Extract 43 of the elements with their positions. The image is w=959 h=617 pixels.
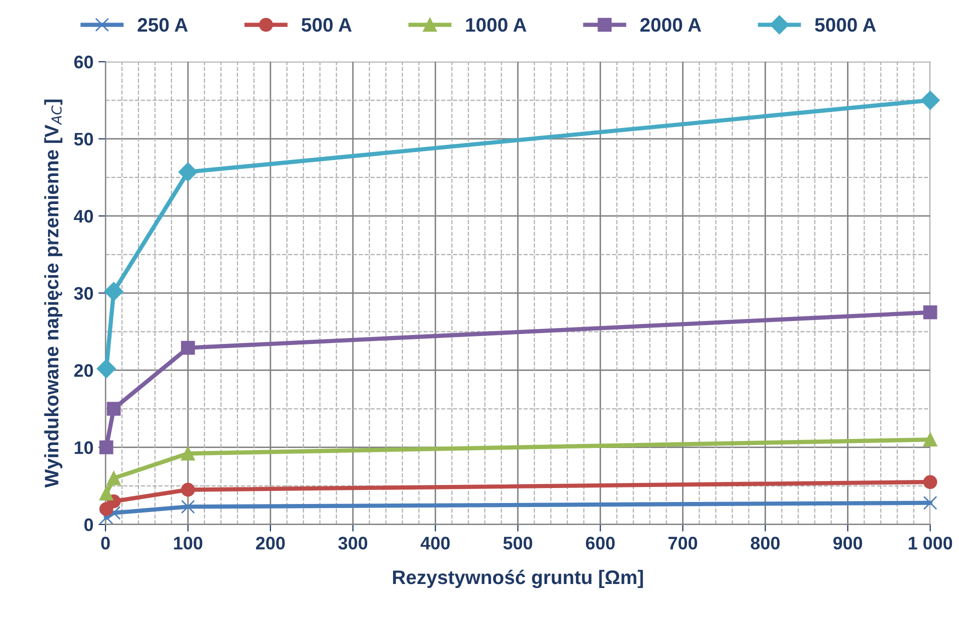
point — [181, 500, 195, 514]
legend-label: 500 A — [302, 18, 352, 32]
y-tick-label: 60 — [74, 56, 93, 68]
point — [99, 510, 114, 524]
point — [106, 471, 121, 486]
x-axis-title: Rezystywność gruntu [Ωm] — [393, 570, 643, 588]
point — [106, 402, 121, 416]
y-tick-label: 20 — [74, 364, 93, 377]
x-tick-label: 500 — [503, 536, 532, 550]
x-tick-label: 400 — [420, 536, 450, 550]
x-tick-label: 700 — [668, 536, 698, 550]
point — [181, 482, 195, 497]
x-tick-label: 900 — [833, 536, 862, 550]
y-tick-label: 30 — [74, 287, 93, 300]
x-tick-label: 800 — [750, 536, 780, 550]
x-tick-label: 1 000 — [908, 536, 952, 550]
point — [99, 486, 114, 501]
point — [923, 496, 938, 510]
y-tick-label: 40 — [74, 210, 93, 223]
legend-label: 250 A — [138, 18, 188, 32]
x-tick-label: 200 — [256, 536, 285, 550]
y-axis-title: Wyindukowane napięcie przemienne [V$_{AC}$] — [44, 100, 62, 488]
point — [923, 305, 938, 320]
point — [920, 90, 940, 110]
x-tick-label: 300 — [338, 536, 368, 550]
point — [99, 440, 114, 454]
point — [923, 432, 938, 447]
point — [181, 340, 195, 355]
legend-label: 2000 A — [640, 18, 702, 32]
point — [106, 506, 121, 520]
point — [178, 162, 198, 182]
point — [181, 446, 195, 460]
x-tick-label: 600 — [586, 536, 615, 550]
y-tick-label: 0 — [84, 518, 93, 532]
point — [96, 359, 116, 378]
point — [104, 282, 124, 302]
legend-label: 1000 A — [466, 18, 526, 32]
x-tick-label: 100 — [174, 536, 202, 550]
y-tick-label: 50 — [74, 132, 93, 146]
y-tick-label: 10 — [74, 441, 93, 454]
legend-label: 5000 A — [815, 18, 876, 32]
point — [923, 475, 938, 489]
x-tick-label: 0 — [101, 536, 110, 550]
